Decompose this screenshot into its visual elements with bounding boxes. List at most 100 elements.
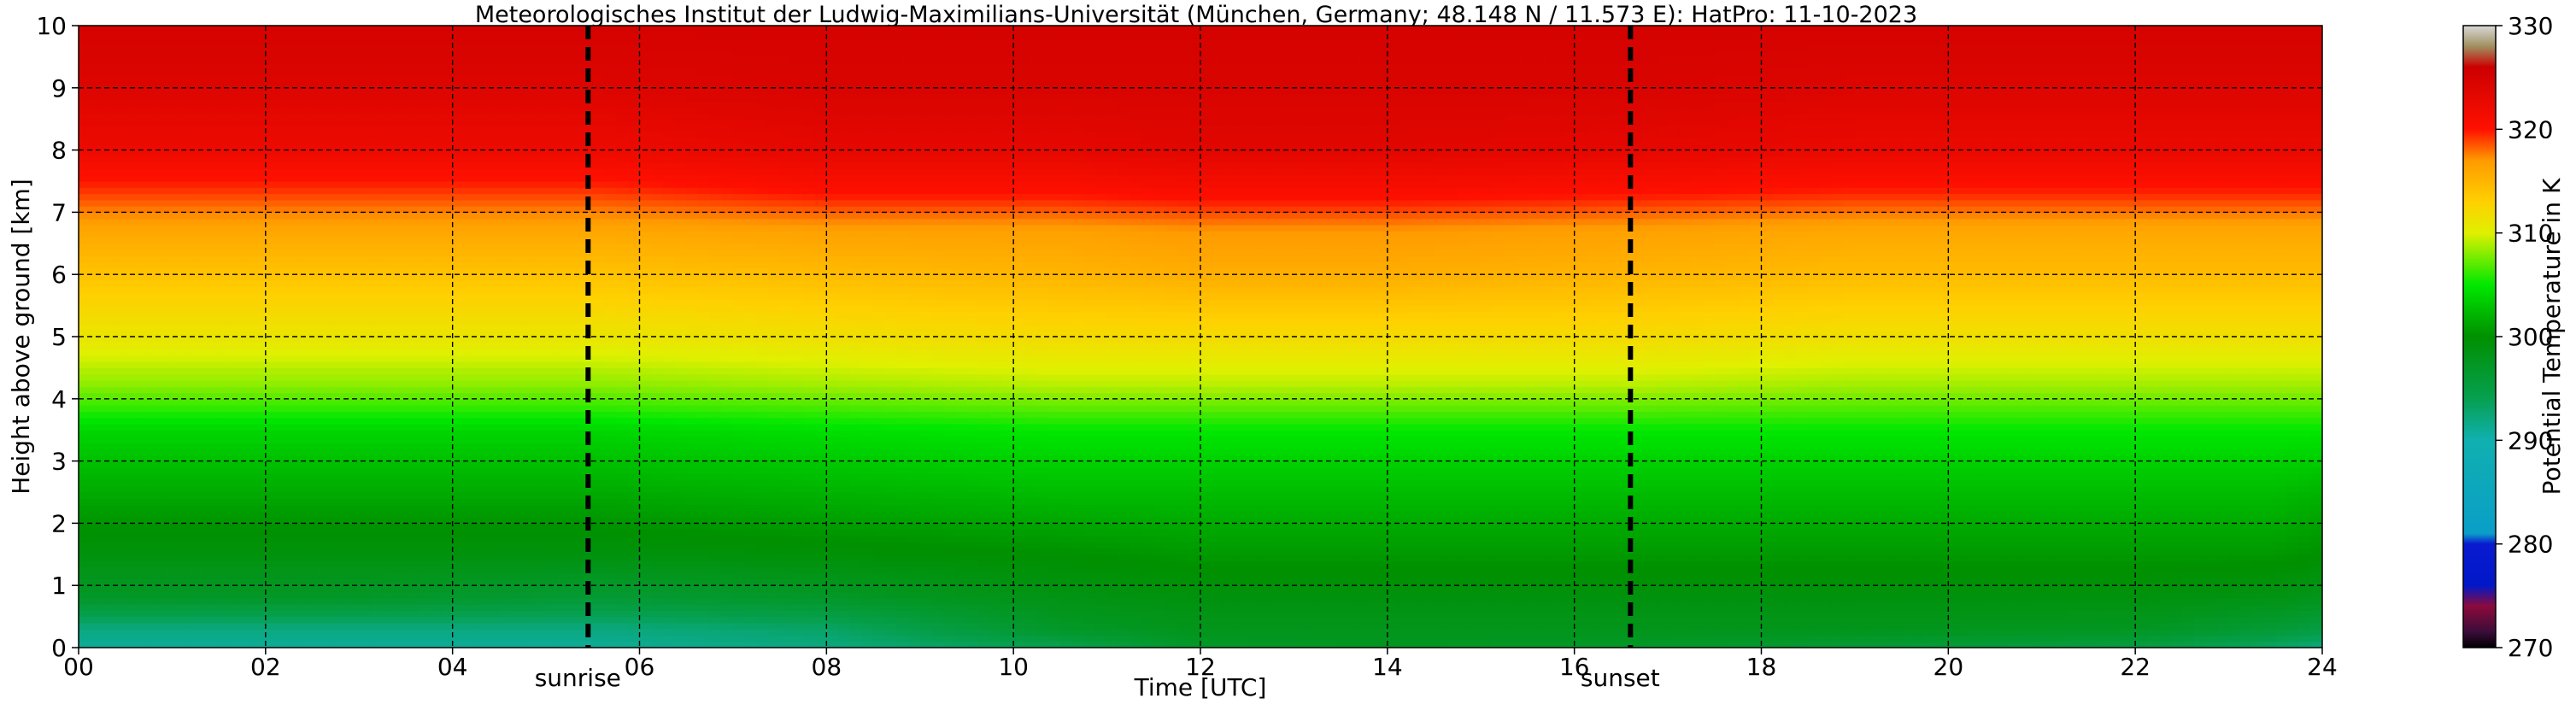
- heatmap-cell: [149, 318, 161, 326]
- heatmap-cell: [195, 604, 208, 611]
- heatmap-cell: [312, 318, 325, 326]
- heatmap-cell: [627, 423, 641, 431]
- heatmap-cell: [394, 261, 407, 269]
- heatmap-cell: [417, 379, 430, 387]
- heatmap-cell: [476, 405, 489, 412]
- heatmap-cell: [417, 529, 430, 537]
- heatmap-cell: [651, 398, 664, 406]
- heatmap-cell: [160, 68, 173, 76]
- heatmap-cell: [417, 293, 430, 300]
- heatmap-cell: [616, 231, 629, 238]
- heatmap-cell: [300, 449, 314, 455]
- heatmap-cell: [511, 50, 524, 57]
- heatmap-cell: [289, 50, 302, 57]
- heatmap-cell: [616, 492, 629, 499]
- heatmap-cell: [557, 81, 571, 89]
- heatmap-cell: [417, 274, 430, 282]
- heatmap-cell: [476, 274, 489, 282]
- heatmap-cell: [417, 32, 430, 39]
- heatmap-cell: [277, 199, 290, 207]
- heatmap-cell: [639, 138, 652, 144]
- heatmap-cell: [114, 355, 126, 362]
- heatmap-cell: [172, 504, 185, 512]
- heatmap-cell: [405, 355, 419, 362]
- heatmap-cell: [522, 38, 536, 45]
- heatmap-cell: [651, 144, 664, 151]
- heatmap-cell: [569, 355, 582, 362]
- heatmap-cell: [184, 430, 197, 437]
- heatmap-cell: [149, 610, 161, 618]
- heatmap-cell: [464, 138, 477, 144]
- heatmap-cell: [300, 330, 314, 337]
- heatmap-cell: [277, 38, 290, 45]
- heatmap-cell: [160, 361, 173, 368]
- heatmap-cell: [79, 150, 91, 157]
- heatmap-cell: [254, 436, 267, 443]
- heatmap-cell: [604, 572, 617, 580]
- heatmap-cell: [207, 386, 220, 394]
- heatmap-cell: [289, 218, 302, 226]
- heatmap-cell: [207, 81, 220, 89]
- heatmap-cell: [499, 267, 512, 275]
- heatmap-cell: [312, 349, 325, 356]
- heatmap-cell: [289, 106, 302, 114]
- heatmap-cell: [511, 423, 524, 431]
- heatmap-cell: [429, 267, 442, 275]
- heatmap-cell: [172, 218, 185, 226]
- heatmap-cell: [639, 635, 652, 642]
- heatmap-cell: [114, 548, 126, 555]
- heatmap-cell: [487, 436, 500, 443]
- heatmap-cell: [557, 280, 571, 288]
- heatmap-cell: [335, 255, 349, 263]
- heatmap-cell: [429, 542, 442, 549]
- heatmap-cell: [265, 231, 279, 238]
- heatmap-cell: [440, 199, 454, 207]
- heatmap-cell: [557, 125, 571, 132]
- heatmap-cell: [429, 181, 442, 188]
- heatmap-cell: [394, 138, 407, 144]
- heatmap-cell: [335, 349, 349, 356]
- heatmap-cell: [265, 305, 279, 313]
- heatmap-cell: [300, 62, 314, 70]
- heatmap-cell: [639, 548, 652, 555]
- heatmap-cell: [546, 38, 559, 45]
- heatmap-cell: [125, 311, 138, 319]
- heatmap-cell: [464, 150, 477, 157]
- heatmap-cell: [429, 466, 442, 474]
- heatmap-cell: [79, 610, 91, 618]
- heatmap-cell: [184, 597, 197, 605]
- heatmap-cell: [639, 237, 652, 244]
- heatmap-cell: [219, 629, 232, 637]
- heatmap-cell: [207, 337, 220, 343]
- heatmap-cell: [581, 616, 594, 624]
- heatmap-cell: [569, 286, 582, 294]
- heatmap-cell: [499, 150, 512, 157]
- heatmap-cell: [487, 330, 500, 337]
- heatmap-cell: [230, 274, 244, 282]
- heatmap-cell: [627, 106, 641, 114]
- heatmap-cell: [242, 280, 255, 288]
- heatmap-cell: [651, 641, 664, 648]
- heatmap-cell: [335, 535, 349, 543]
- heatmap-cell: [114, 578, 126, 586]
- heatmap-cell: [487, 311, 500, 319]
- heatmap-cell: [627, 87, 641, 95]
- heatmap-cell: [149, 274, 161, 282]
- heatmap-cell: [405, 485, 419, 493]
- heatmap-cell: [265, 199, 279, 207]
- heatmap-cell: [581, 150, 594, 157]
- heatmap-cell: [370, 26, 384, 32]
- heatmap-cell: [546, 44, 559, 51]
- heatmap-cell: [627, 616, 641, 624]
- heatmap-cell: [511, 466, 524, 474]
- heatmap-cell: [300, 604, 314, 611]
- heatmap-cell: [370, 461, 384, 468]
- heatmap-cell: [79, 585, 91, 593]
- heatmap-cell: [149, 560, 161, 567]
- heatmap-cell: [172, 442, 185, 449]
- heatmap-cell: [219, 193, 232, 201]
- heatmap-cell: [149, 324, 161, 331]
- heatmap-cell: [546, 373, 559, 381]
- heatmap-cell: [382, 62, 395, 70]
- heatmap-cell: [394, 492, 407, 499]
